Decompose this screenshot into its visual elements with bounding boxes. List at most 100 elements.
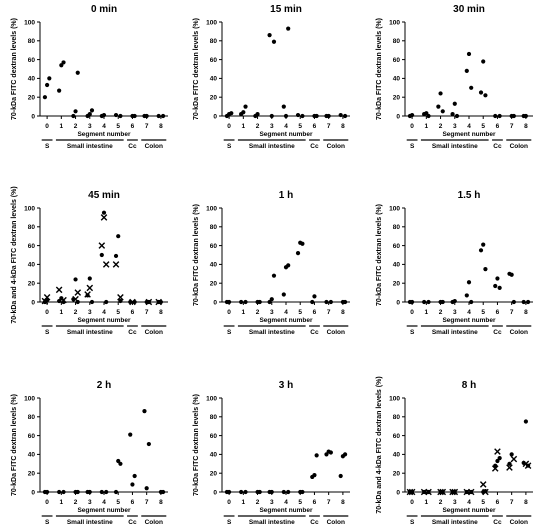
group-label: S xyxy=(410,329,415,336)
y-axis-label: 70-kDa FITC dextran levels (%) xyxy=(193,394,200,496)
data-point-x-stroke xyxy=(506,464,513,471)
x-axis-label: Segment number xyxy=(77,317,131,324)
data-point-x-stroke xyxy=(437,488,444,496)
data-point xyxy=(495,458,500,464)
y-axis-label: 70-kDa FITC dextran levels (%) xyxy=(193,204,200,306)
data-point xyxy=(440,109,445,114)
data-point xyxy=(130,482,135,487)
data-point xyxy=(454,113,460,119)
data-point xyxy=(89,299,95,305)
data-point xyxy=(464,68,469,73)
x-tick-label: 5 xyxy=(298,499,302,506)
data-point xyxy=(160,489,166,495)
y-tick-label: 20 xyxy=(28,95,36,102)
data-point xyxy=(464,293,469,298)
data-point xyxy=(132,473,137,479)
y-tick-label: 100 xyxy=(24,205,35,212)
y-tick-label: 40 xyxy=(393,262,401,269)
data-point xyxy=(73,109,78,114)
data-point-x xyxy=(117,294,124,301)
data-point-x xyxy=(86,284,94,292)
data-point xyxy=(312,294,317,299)
y-tick-label: 60 xyxy=(28,243,36,250)
group-label: Colon xyxy=(327,143,345,150)
x-tick-label: 6 xyxy=(313,309,317,316)
group-label: Cc xyxy=(128,519,137,526)
data-point-x xyxy=(406,488,414,496)
data-point-x-stroke xyxy=(145,298,153,306)
y-tick-label: 20 xyxy=(393,471,401,478)
data-point xyxy=(239,299,244,305)
y-tick-label: 0 xyxy=(31,299,35,306)
data-point xyxy=(241,110,246,115)
data-point xyxy=(478,248,484,253)
data-point xyxy=(328,450,333,455)
x-tick-label: 0 xyxy=(227,499,231,506)
data-point-x xyxy=(60,296,67,304)
data-point xyxy=(342,452,348,457)
data-point xyxy=(257,299,262,305)
data-point-x-stroke xyxy=(112,261,120,268)
x-tick-label: 7 xyxy=(145,309,149,316)
group-label: Small intestine xyxy=(432,143,478,150)
x-tick-label: 2 xyxy=(74,309,78,316)
data-point xyxy=(257,489,262,495)
x-tick-label: 8 xyxy=(524,309,528,316)
y-tick-label: 80 xyxy=(393,414,401,421)
data-point-x xyxy=(55,286,63,294)
data-point xyxy=(61,60,66,65)
x-tick-label: 1 xyxy=(425,309,429,316)
y-tick-label: 0 xyxy=(396,113,400,120)
data-point xyxy=(478,90,484,95)
group-label: Cc xyxy=(493,519,502,526)
data-point xyxy=(483,93,488,98)
group-label: Small intestine xyxy=(432,329,478,336)
group-label: Colon xyxy=(145,329,163,336)
y-tick-label: 0 xyxy=(396,489,400,496)
data-point-x-stroke xyxy=(155,298,162,306)
data-point xyxy=(324,299,329,305)
data-point-x-stroke xyxy=(86,284,94,292)
group-label: Cc xyxy=(310,143,319,150)
x-axis-label: Segment number xyxy=(442,131,496,138)
data-point xyxy=(87,112,92,117)
x-tick-label: 4 xyxy=(467,309,471,316)
data-point-x-stroke xyxy=(451,488,459,496)
x-tick-label: 3 xyxy=(270,499,274,506)
x-tick-label: 1 xyxy=(242,499,246,506)
x-axis-label: Segment number xyxy=(259,507,313,514)
data-point-x xyxy=(494,448,501,455)
y-tick-label: 40 xyxy=(28,262,36,269)
y-tick-label: 60 xyxy=(393,243,401,250)
data-point xyxy=(271,39,277,44)
data-point xyxy=(59,63,64,68)
data-point xyxy=(426,299,431,305)
data-point xyxy=(113,112,119,118)
data-point xyxy=(144,486,149,491)
data-point xyxy=(300,489,305,495)
data-point-x xyxy=(463,488,471,496)
data-point xyxy=(497,285,502,290)
data-point-x xyxy=(100,214,108,221)
data-point xyxy=(338,112,343,118)
data-point xyxy=(523,419,528,424)
x-tick-label: 3 xyxy=(270,123,274,130)
data-point-x-stroke xyxy=(117,294,124,301)
data-point-x-stroke xyxy=(41,297,49,305)
panel-title: 30 min xyxy=(453,4,485,15)
x-tick-label: 4 xyxy=(284,123,288,130)
data-point-x xyxy=(482,488,489,496)
x-tick-label: 7 xyxy=(327,309,331,316)
data-point xyxy=(243,489,248,495)
data-point-x-stroke xyxy=(439,488,447,496)
data-point-x xyxy=(98,242,106,249)
x-tick-label: 6 xyxy=(313,499,317,506)
x-tick-label: 2 xyxy=(439,123,443,130)
y-axis-label: 70-kDa FITC dextran levels (%) xyxy=(376,18,383,120)
data-point-x-stroke xyxy=(510,455,518,463)
y-tick-label: 80 xyxy=(28,224,36,231)
group-label: Colon xyxy=(145,143,163,150)
